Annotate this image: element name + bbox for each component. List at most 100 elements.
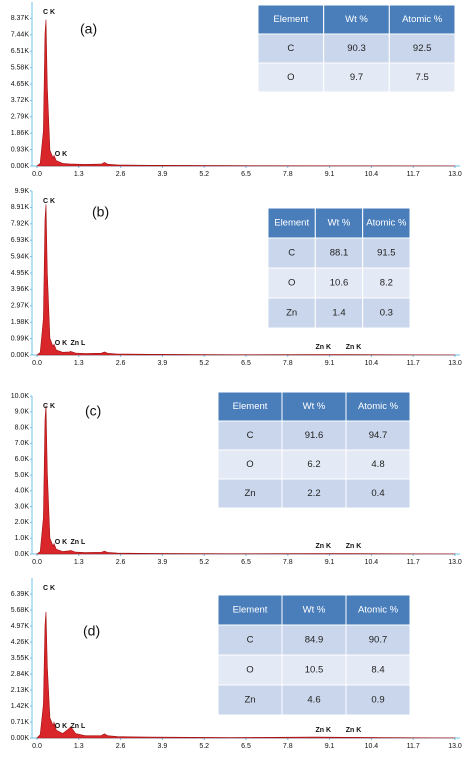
table-cell bbox=[217, 478, 283, 509]
x-tick-label: 7.8 bbox=[283, 559, 293, 566]
panel-label: (d) bbox=[83, 623, 100, 639]
peak-label: C K bbox=[43, 9, 55, 16]
x-tick-label: 1.3 bbox=[74, 360, 84, 367]
y-tick-label: 3.55K bbox=[11, 655, 30, 662]
x-tick-label: 3.9 bbox=[158, 743, 168, 750]
table-header-cell bbox=[314, 207, 364, 239]
spectrum bbox=[36, 405, 456, 555]
x-tick-label: 13.0 bbox=[448, 171, 462, 178]
table-cell bbox=[257, 33, 325, 64]
peak-label: Zn L bbox=[70, 340, 85, 347]
x-tick-label: 1.3 bbox=[74, 743, 84, 750]
peak-label: O K bbox=[55, 539, 67, 546]
x-tick-label: 10.4 bbox=[365, 743, 379, 750]
x-tick-label: 13.0 bbox=[448, 559, 462, 566]
y-tick-label: 1.86K bbox=[11, 130, 30, 137]
x-tick-label: 2.6 bbox=[116, 360, 126, 367]
spectrum bbox=[36, 19, 456, 167]
x-tick-label: 5.2 bbox=[199, 743, 209, 750]
peak-label: Zn K bbox=[346, 727, 362, 734]
table-header: Element bbox=[233, 401, 268, 412]
table-cell bbox=[388, 62, 456, 93]
table-text: O bbox=[246, 665, 253, 676]
x-tick-label: 7.8 bbox=[283, 360, 293, 367]
table-header-cell bbox=[217, 594, 283, 626]
table-text: 91.5 bbox=[377, 248, 396, 259]
peak-label: Zn K bbox=[346, 344, 362, 351]
x-tick-label: 6.5 bbox=[241, 559, 251, 566]
x-tick-label: 0.0 bbox=[32, 360, 42, 367]
table-text: 2.2 bbox=[307, 488, 320, 499]
peak-label: C K bbox=[43, 403, 55, 410]
table-text: C bbox=[288, 248, 295, 259]
table-header: Element bbox=[233, 605, 268, 616]
table-cell bbox=[345, 684, 411, 716]
y-tick-label: 0.93K bbox=[11, 146, 30, 153]
table-text: 0.9 bbox=[371, 695, 384, 706]
x-tick-label: 7.8 bbox=[283, 743, 293, 750]
y-tick-label: 9.0K bbox=[15, 409, 30, 416]
table-text: 10.5 bbox=[305, 665, 324, 676]
table-cell bbox=[217, 624, 283, 656]
y-tick-label: 8.37K bbox=[11, 15, 30, 22]
peak-label: Zn K bbox=[315, 543, 331, 550]
table-cell bbox=[267, 297, 316, 329]
x-tick-label: 5.2 bbox=[199, 360, 209, 367]
y-tick-label: 5.58K bbox=[11, 64, 30, 71]
table-text: 92.5 bbox=[413, 43, 432, 54]
x-tick-label: 9.1 bbox=[325, 171, 335, 178]
table-text: 7.5 bbox=[416, 72, 429, 83]
panel-label: (b) bbox=[92, 204, 109, 220]
table-cell bbox=[345, 449, 411, 480]
y-tick-label: 7.92K bbox=[11, 221, 30, 228]
y-tick-label: 4.0K bbox=[15, 488, 30, 495]
table-text: Zn bbox=[244, 695, 255, 706]
table-cell bbox=[281, 654, 347, 686]
table-text: Zn bbox=[244, 488, 255, 499]
table-header: Atomic % bbox=[402, 14, 443, 25]
y-tick-label: 3.0K bbox=[15, 503, 30, 510]
peak-label: O K bbox=[55, 151, 67, 158]
y-tick-label: 7.0K bbox=[15, 440, 30, 447]
table-text: 9.7 bbox=[350, 72, 363, 83]
table-header-cell bbox=[323, 4, 390, 35]
y-tick-label: 2.13K bbox=[11, 687, 30, 694]
x-tick-label: 3.9 bbox=[158, 360, 168, 367]
table-cell bbox=[217, 684, 283, 716]
y-tick-label: 4.95K bbox=[11, 270, 30, 277]
x-tick-label: 0.0 bbox=[32, 743, 42, 750]
table-text: O bbox=[246, 459, 253, 470]
x-tick-label: 0.0 bbox=[32, 171, 42, 178]
y-tick-label: 0.0K bbox=[15, 551, 30, 558]
x-tick-label: 10.4 bbox=[365, 360, 379, 367]
table-text: 8.2 bbox=[380, 278, 393, 289]
table-text: C bbox=[247, 635, 254, 646]
table-cell bbox=[345, 478, 411, 509]
x-tick-label: 6.5 bbox=[241, 743, 251, 750]
table-text: C bbox=[287, 43, 294, 54]
table-text: 0.3 bbox=[380, 308, 393, 319]
panel-label: (a) bbox=[80, 21, 97, 37]
table-cell bbox=[314, 297, 364, 329]
y-tick-label: 4.26K bbox=[11, 639, 30, 646]
y-tick-label: 1.0K bbox=[15, 535, 30, 542]
table-text: 94.7 bbox=[369, 430, 388, 441]
y-tick-label: 6.93K bbox=[11, 237, 30, 244]
y-tick-label: 0.71K bbox=[11, 719, 30, 726]
y-tick-label: 6.51K bbox=[11, 48, 30, 55]
y-tick-label: 3.72K bbox=[11, 97, 30, 104]
table-header: Atomic % bbox=[358, 401, 399, 412]
table-text: 6.2 bbox=[307, 459, 320, 470]
peak-label: C K bbox=[43, 585, 55, 592]
y-tick-label: 5.94K bbox=[11, 253, 30, 260]
table-cell bbox=[345, 624, 411, 656]
table-header: Atomic % bbox=[358, 605, 399, 616]
table-cell bbox=[267, 267, 316, 299]
x-tick-label: 11.7 bbox=[407, 743, 420, 750]
peak-label: C K bbox=[43, 198, 55, 205]
table-header-cell bbox=[362, 207, 411, 239]
table-cell bbox=[362, 237, 411, 269]
table-header: Atomic % bbox=[366, 218, 407, 229]
y-tick-label: 10.0K bbox=[11, 393, 30, 400]
